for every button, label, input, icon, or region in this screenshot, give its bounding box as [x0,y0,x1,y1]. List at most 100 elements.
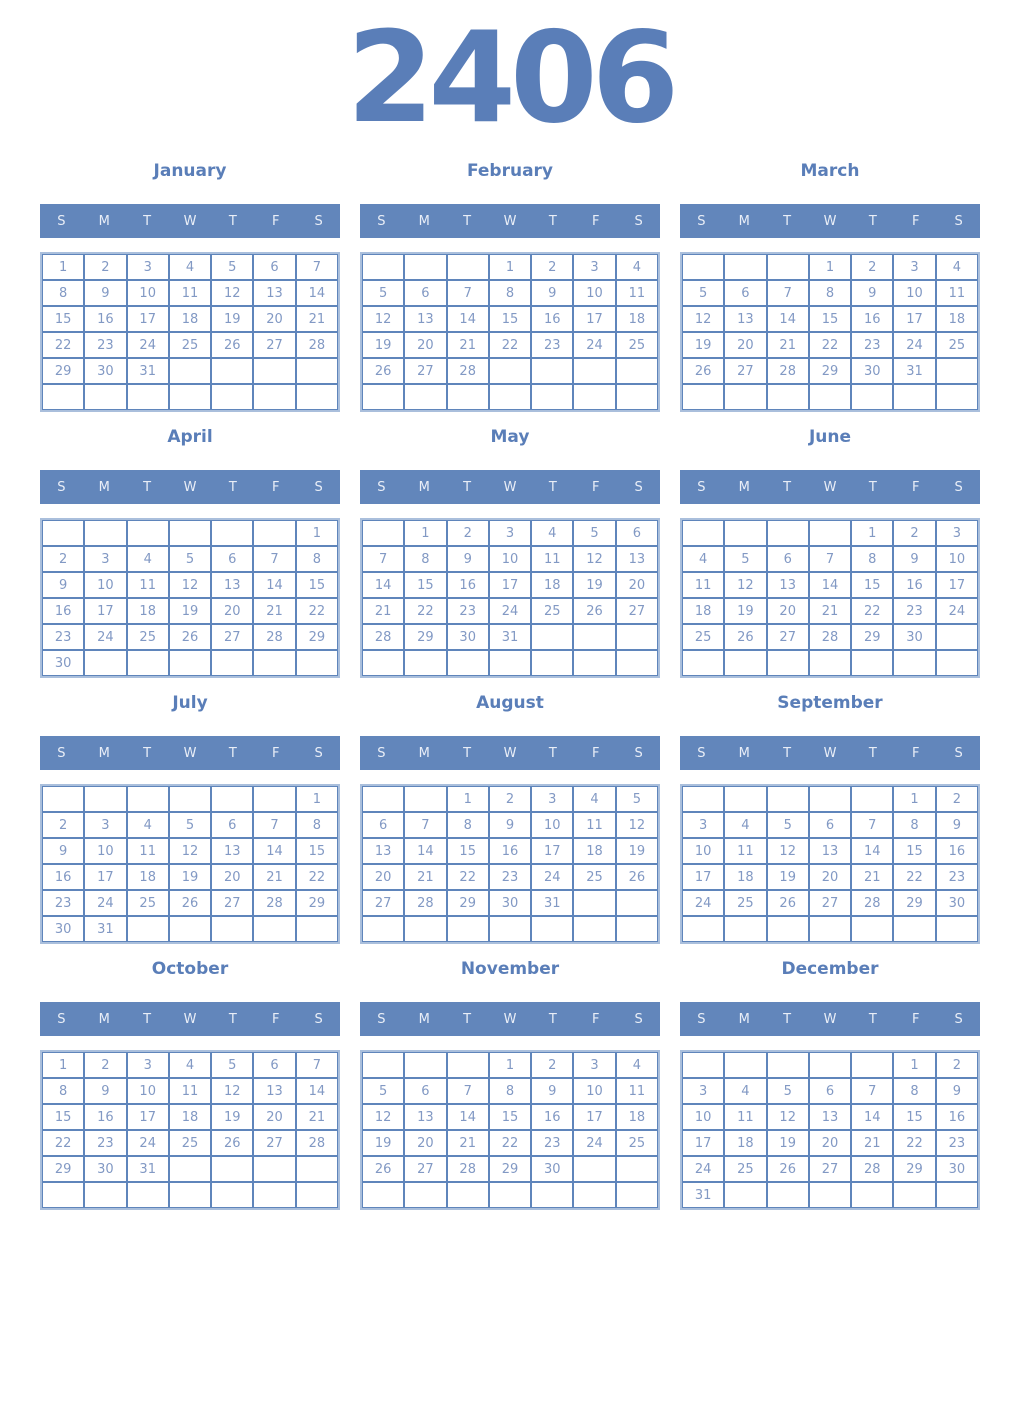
weekday-label: S [314,479,323,495]
week-row [42,384,338,410]
empty-day-cell [682,1052,725,1078]
month-day-grid: 1 2 3 4 5 6 7 8 9 10 11 12 13 14 15 16 17 18 19 20 21 22 23 24 2… [680,518,980,678]
empty-day-cell [808,916,852,942]
day-cell: 9 [446,546,489,572]
day-cell: 24 [488,598,532,624]
weekday-label: T [548,1011,557,1027]
month-day-grid: 1 2 3 4 5 6 7 8 9 10 11 12 13 14 15 16 17 18 19 20 21 22 23 24 2… [360,1050,660,1210]
month-title: September [777,693,883,713]
weekday-label: T [548,479,557,495]
month-day-grid: 1 2 3 4 5 6 7 8 9 10 11 12 13 14 15 16 17 18 19 20 21 22 23 24 2… [360,784,660,944]
day-cell: 23 [84,1130,127,1156]
empty-day-cell [808,650,852,676]
empty-day-cell [766,254,809,280]
day-cell: 28 [766,358,809,384]
day-cell: 3 [488,520,532,546]
empty-day-cell [446,254,489,280]
week-row: 16 17 18 19 20 21 22 [42,598,338,624]
day-cell: 29 [808,358,852,384]
empty-day-cell [573,358,616,384]
day-cell: 10 [531,812,574,838]
weekday-label: T [228,479,237,495]
day-cell: 15 [488,1104,532,1130]
weekday-label: M [418,745,430,761]
day-cell: 29 [42,358,85,384]
weekday-label: W [183,479,197,495]
month-day-grid: 1 2 3 4 5 6 7 8 9 10 11 12 13 14 15 16 17 18 19 20 21 22 23 24 2… [360,518,660,678]
week-row: 10 11 12 13 14 15 16 [682,838,978,864]
day-cell: 6 [808,812,852,838]
day-cell: 16 [42,864,85,890]
week-row: 21 22 23 24 25 26 27 [362,598,658,624]
day-cell: 5 [766,1078,809,1104]
empty-day-cell [42,384,85,410]
day-cell: 20 [724,332,767,358]
empty-day-cell [682,254,725,280]
day-cell: 29 [295,624,338,650]
day-cell: 20 [253,306,296,332]
week-row [362,384,658,410]
day-cell: 18 [935,306,978,332]
day-cell: 14 [404,838,447,864]
day-cell: 8 [295,546,338,572]
day-cell: 11 [573,812,616,838]
week-row [362,916,658,942]
empty-day-cell [573,916,616,942]
weekday-label: F [591,1011,600,1027]
day-cell: 20 [404,332,447,358]
day-cell: 4 [126,812,169,838]
weekday-label: T [548,745,557,761]
weekday-label: M [738,213,750,229]
day-cell: 24 [126,332,169,358]
empty-day-cell [573,890,616,916]
empty-day-cell [615,890,658,916]
empty-day-cell [295,650,338,676]
day-cell: 17 [488,572,532,598]
day-cell: 18 [573,838,616,864]
empty-day-cell [766,384,809,410]
week-row: 5 6 7 8 9 10 11 [362,1078,658,1104]
empty-day-cell [766,1182,809,1208]
day-cell: 5 [615,786,658,812]
day-cell: 27 [211,624,254,650]
empty-day-cell [808,786,852,812]
weekday-label: S [697,213,706,229]
weekday-label: S [57,479,66,495]
day-cell: 9 [935,1078,978,1104]
day-cell: 12 [766,1104,809,1130]
day-cell: 10 [488,546,532,572]
empty-day-cell [211,520,254,546]
week-row: 28 29 30 31 [362,624,658,650]
day-cell: 22 [404,598,447,624]
weekday-label: S [954,213,963,229]
day-cell: 27 [808,1156,852,1182]
day-cell: 30 [42,916,85,942]
day-cell: 17 [84,598,127,624]
day-cell: 9 [893,546,936,572]
empty-day-cell [766,520,809,546]
day-cell: 3 [935,520,978,546]
empty-day-cell [935,384,978,410]
week-row: 26 27 28 29 30 31 [682,358,978,384]
day-cell: 27 [211,890,254,916]
weekday-label: S [697,1011,706,1027]
day-cell: 2 [446,520,489,546]
empty-day-cell [573,1182,616,1208]
empty-day-cell [84,786,127,812]
day-cell: 12 [362,306,405,332]
week-row: 9 10 11 12 13 14 15 [42,572,338,598]
day-cell: 7 [851,1078,894,1104]
day-cell: 25 [168,332,212,358]
day-cell: 30 [84,358,127,384]
day-cell: 6 [615,520,658,546]
weekday-label: W [823,745,837,761]
day-cell: 15 [488,306,532,332]
week-row: 24 25 26 27 28 29 30 [682,890,978,916]
day-cell: 14 [851,1104,894,1130]
day-cell: 25 [126,890,169,916]
week-row: 19 20 21 22 23 24 25 [362,332,658,358]
